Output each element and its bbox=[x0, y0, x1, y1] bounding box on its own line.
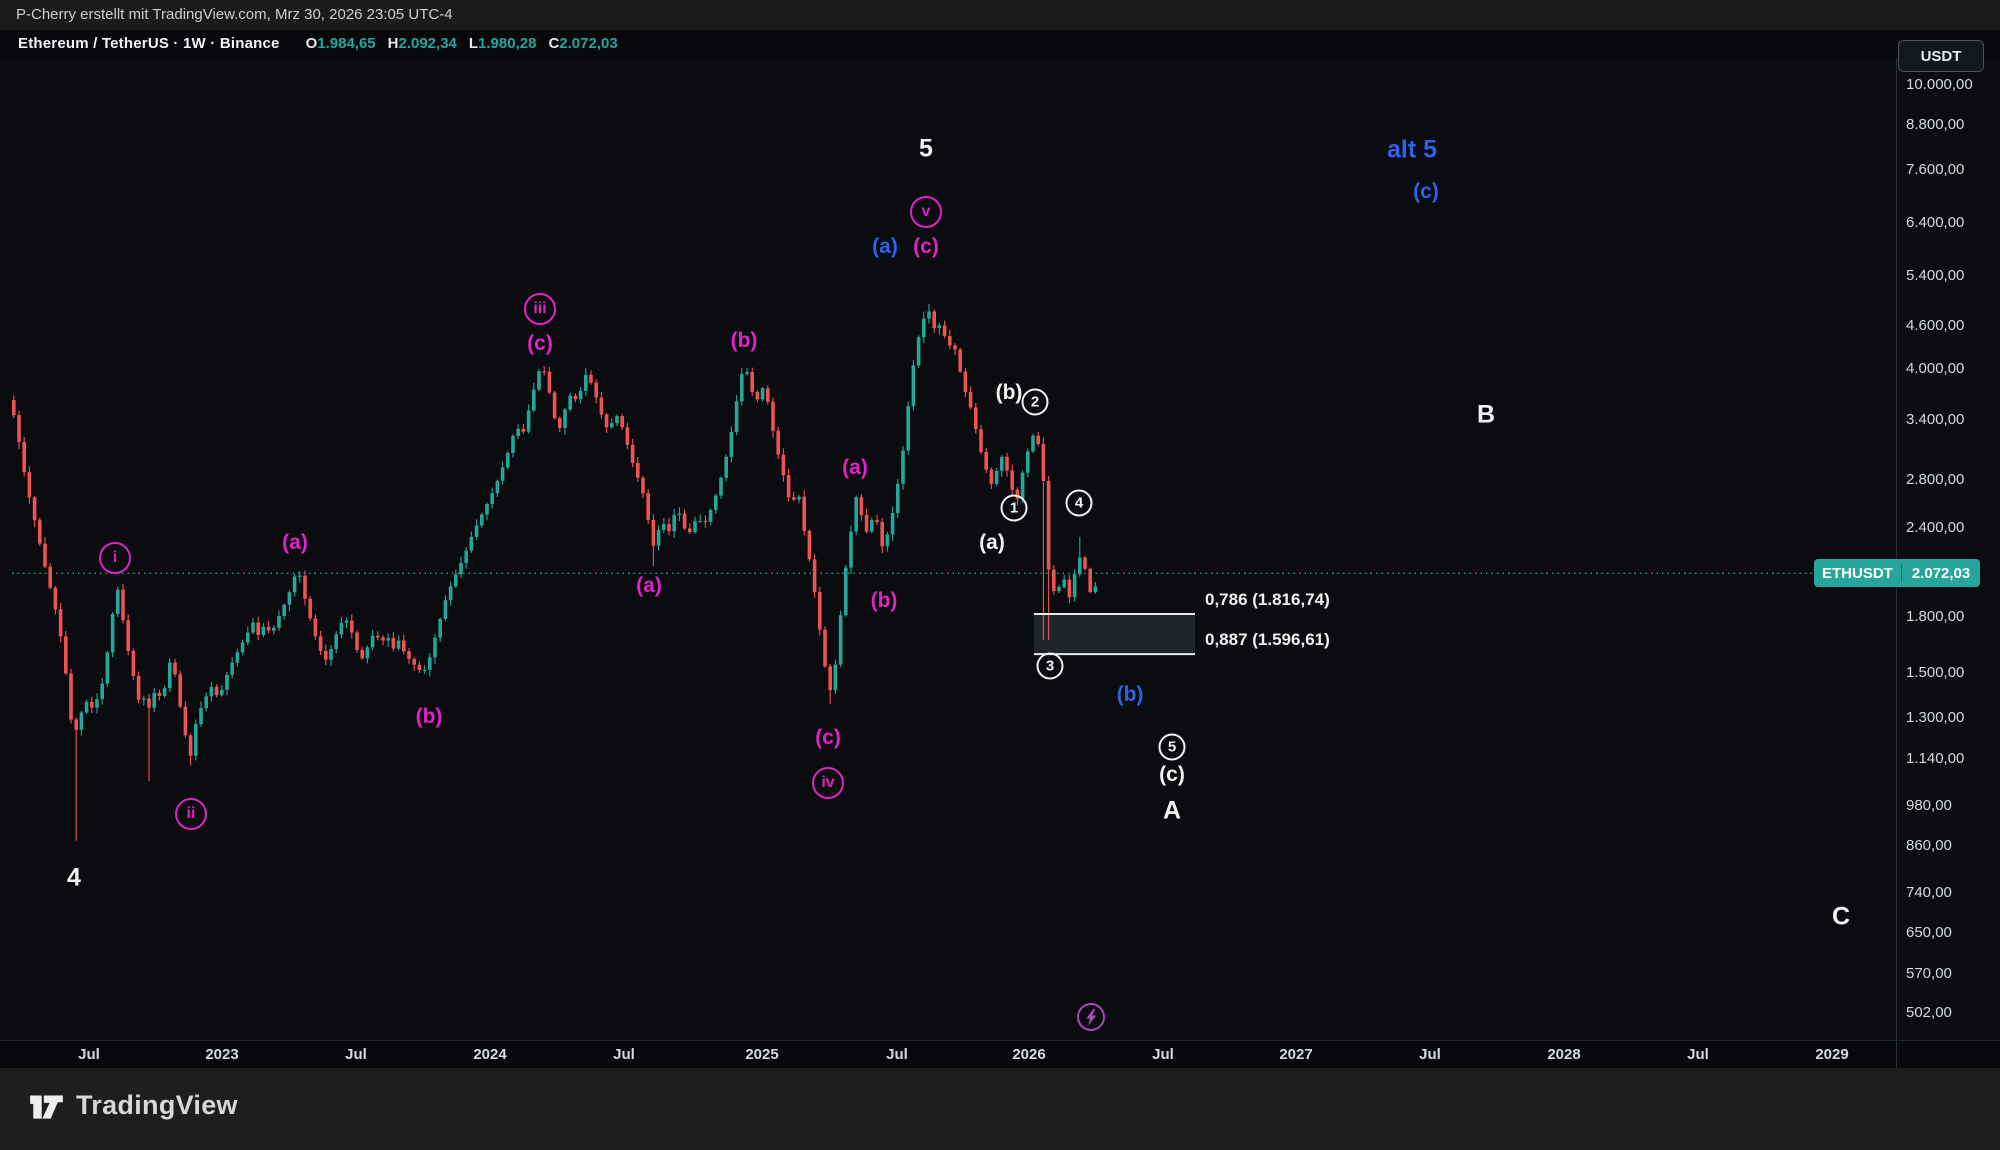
price-tick-label: 502,00 bbox=[1906, 1004, 1952, 1022]
wave-label-4-white[interactable]: 4 bbox=[67, 863, 81, 892]
wave-label-c-magenta[interactable]: (c) bbox=[913, 235, 939, 258]
footer-bar: TradingView bbox=[0, 1068, 2000, 1150]
time-tick-label: 2027 bbox=[1279, 1046, 1313, 1063]
wave-label-5-white[interactable]: 5 bbox=[919, 134, 933, 163]
symbol-header: Ethereum / TetherUS · 1W · Binance O1.984… bbox=[0, 30, 2000, 58]
price-tick-label: 4.000,00 bbox=[1906, 360, 1965, 378]
time-tick-label: 2029 bbox=[1815, 1046, 1849, 1063]
wave-label-b-white[interactable]: (b) bbox=[995, 381, 1023, 404]
price-tick-label: 1.800,00 bbox=[1906, 607, 1965, 625]
price-tick-label: 5.400,00 bbox=[1906, 267, 1965, 285]
idea-marker[interactable] bbox=[1077, 1003, 1105, 1031]
wave-label-B-white[interactable]: B bbox=[1476, 400, 1496, 429]
price-tick-label: 1.140,00 bbox=[1906, 749, 1965, 767]
price-tick-label: 740,00 bbox=[1906, 883, 1952, 901]
attribution-text: P-Cherry erstellt mit TradingView.com, M… bbox=[16, 6, 453, 23]
wave-label-c-magenta[interactable]: (c) bbox=[815, 726, 841, 749]
price-tick-label: 1.500,00 bbox=[1906, 664, 1965, 682]
wave-label-a-white[interactable]: (a) bbox=[979, 531, 1005, 554]
wave-label-4-white[interactable]: 4 bbox=[1065, 489, 1093, 517]
time-tick-label: Jul bbox=[886, 1046, 908, 1063]
fib-level-0786-label[interactable]: 0,786 (1.816,74) bbox=[1205, 590, 1330, 610]
time-tick-label: 2025 bbox=[745, 1046, 779, 1063]
low-value: 1.980,28 bbox=[478, 35, 537, 52]
ohlc-readout: O1.984,65 H2.092,34 L1.980,28 C2.072,03 bbox=[294, 35, 618, 52]
wave-label-b-magenta[interactable]: (b) bbox=[415, 705, 443, 728]
wave-label-a-blue[interactable]: (a) bbox=[872, 235, 898, 258]
price-tick-label: 860,00 bbox=[1906, 837, 1952, 855]
wave-label-alt5-blue[interactable]: alt 5 bbox=[1386, 135, 1438, 164]
time-tick-label: Jul bbox=[1687, 1046, 1709, 1063]
lightning-icon bbox=[1086, 1008, 1097, 1026]
time-tick-label: Jul bbox=[613, 1046, 635, 1063]
time-tick-label: Jul bbox=[1419, 1046, 1441, 1063]
time-tick-label: 2024 bbox=[473, 1046, 507, 1063]
time-tick-label: 2023 bbox=[205, 1046, 239, 1063]
price-tick-label: 3.400,00 bbox=[1906, 410, 1965, 428]
wave-label-b-magenta[interactable]: (b) bbox=[870, 589, 898, 612]
wave-label-3-white[interactable]: 3 bbox=[1036, 652, 1064, 680]
last-price-symbol: ETHUSDT bbox=[1822, 564, 1893, 582]
wave-label-b-blue[interactable]: (b) bbox=[1116, 683, 1144, 706]
price-tick-label: 7.600,00 bbox=[1906, 161, 1965, 179]
wave-label-C-white[interactable]: C bbox=[1831, 902, 1851, 931]
wave-label-c-blue[interactable]: (c) bbox=[1413, 180, 1439, 203]
high-value: 2.092,34 bbox=[398, 35, 457, 52]
time-axis[interactable]: Jul 2023 Jul 2024 Jul 2025 Jul 2026 Jul 2027 Jul 20… bbox=[0, 1040, 2000, 1069]
low-label: L bbox=[468, 35, 479, 52]
price-tick-label: 10.000,00 bbox=[1906, 76, 1973, 93]
time-tick-label: Jul bbox=[1152, 1046, 1174, 1063]
wave-label-c-white[interactable]: (c) bbox=[1159, 763, 1185, 786]
wave-label-2-white[interactable]: 2 bbox=[1021, 388, 1049, 416]
last-price-tag: ETHUSDT 2.072,03 bbox=[1814, 559, 1981, 587]
time-tick-label: 2026 bbox=[1012, 1046, 1046, 1063]
price-axis[interactable]: 10.000,00 8.800,00 7.600,00 6.400,00 5.400,0… bbox=[1896, 58, 2000, 1040]
fib-level-0887-label[interactable]: 0,887 (1.596,61) bbox=[1205, 630, 1330, 650]
time-tick-label: Jul bbox=[78, 1046, 100, 1063]
axis-corner-separator bbox=[1896, 1041, 1897, 1069]
wave-label-a-magenta[interactable]: (a) bbox=[636, 574, 662, 597]
wave-label-1-white[interactable]: 1 bbox=[1000, 494, 1028, 522]
wave-label-c-magenta[interactable]: (c) bbox=[527, 332, 553, 355]
open-label: O bbox=[305, 35, 318, 52]
wave-label-a-magenta[interactable]: (a) bbox=[842, 456, 868, 479]
price-tick-label: 6.400,00 bbox=[1906, 214, 1965, 232]
close-label: C bbox=[548, 35, 560, 52]
price-tick-label: 2.800,00 bbox=[1906, 470, 1965, 488]
price-tick-label: 4.600,00 bbox=[1906, 316, 1965, 334]
last-price-value: 2.072,03 bbox=[1900, 564, 1980, 582]
tradingview-brand-text: TradingView bbox=[76, 1090, 238, 1120]
wave-label-v-magenta[interactable]: v bbox=[910, 196, 942, 228]
wave-label-A-white[interactable]: A bbox=[1162, 796, 1182, 825]
symbol-title[interactable]: Ethereum / TetherUS · 1W · Binance bbox=[18, 35, 280, 52]
wave-label-a-magenta[interactable]: (a) bbox=[282, 531, 308, 554]
wave-label-i-magenta[interactable]: i bbox=[99, 542, 131, 574]
wave-label-ii-magenta[interactable]: ii bbox=[175, 798, 207, 830]
price-tick-label: 570,00 bbox=[1906, 964, 1952, 982]
price-tick-label: 980,00 bbox=[1906, 796, 1952, 814]
attribution-bar: P-Cherry erstellt mit TradingView.com, M… bbox=[0, 0, 2000, 30]
tradingview-brand[interactable]: TradingView bbox=[28, 1090, 238, 1121]
price-tick-label: 650,00 bbox=[1906, 923, 1952, 941]
time-tick-label: 2028 bbox=[1547, 1046, 1581, 1063]
wave-label-5-white[interactable]: 5 bbox=[1158, 733, 1186, 761]
price-tick-label: 8.800,00 bbox=[1906, 115, 1965, 133]
time-tick-label: Jul bbox=[345, 1046, 367, 1063]
tradingview-logo-icon bbox=[30, 1094, 63, 1119]
wave-label-iii-magenta[interactable]: iii bbox=[524, 293, 556, 325]
high-label: H bbox=[387, 35, 399, 52]
open-value: 1.984,65 bbox=[317, 35, 376, 52]
price-tick-label: 2.400,00 bbox=[1906, 518, 1965, 536]
close-value: 2.072,03 bbox=[559, 35, 618, 52]
wave-label-iv-magenta[interactable]: iv bbox=[812, 767, 844, 799]
wave-label-b-magenta[interactable]: (b) bbox=[730, 329, 758, 352]
price-tick-label: 1.300,00 bbox=[1906, 708, 1965, 726]
currency-toggle-button[interactable]: USDT bbox=[1898, 40, 1984, 72]
